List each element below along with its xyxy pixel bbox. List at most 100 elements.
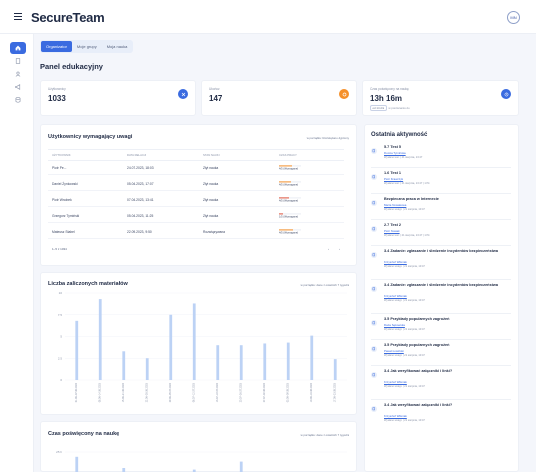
activity-author[interactable]: Piotr Nowak xyxy=(384,229,400,233)
attention-table: UŻYTKOWNIK DATA RELACJI STAN NAUKI CZAS … xyxy=(48,149,344,244)
materials-chart-card: Liczba zaliczonych materiałów w porządku… xyxy=(40,272,357,415)
activity-item[interactable]: 3.5 Przykłady popularnych zagrożeń Paweł … xyxy=(371,343,511,369)
progress-bar xyxy=(279,180,301,183)
learning-status: Złyt nauka xyxy=(203,181,219,186)
megaphone-icon[interactable] xyxy=(10,81,26,93)
activity-title[interactable]: 3.4 Jak weryfikować załączniki i linki? xyxy=(384,369,453,373)
user-name[interactable]: Daniel Żynkowski xyxy=(52,181,78,186)
attention-card: Użytkownicy wymagający uwagi w porządku:… xyxy=(40,124,357,266)
divider xyxy=(371,399,511,400)
document-icon xyxy=(371,346,377,352)
activity-title[interactable]: 3.4 Jak weryfikować załączniki i linki? xyxy=(384,403,453,407)
table-row[interactable]: Grzegorz Tymiński 05.04.2023, 11:25 Złyt n… xyxy=(48,209,344,223)
document-icon xyxy=(371,200,377,206)
stat-value: 1033 xyxy=(48,94,66,103)
tab-my-groups[interactable]: Moje grupy xyxy=(76,44,97,49)
table-row[interactable]: Mateusz Stabel 22.09.2023, 9:50 Rozwiązywa… xyxy=(48,225,344,239)
tab-my-learning[interactable]: Moja nauka xyxy=(106,44,128,49)
user-icon[interactable] xyxy=(10,68,26,80)
recent-activity-title: Ostatnia aktywność xyxy=(371,132,428,138)
table-header: UŻYTKOWNIK DATA RELACJI STAN NAUKI CZAS … xyxy=(48,149,344,161)
x-tick-label: 03.08–09.08.2023 xyxy=(286,382,289,402)
activity-author[interactable]: Piotr Krawczyk xyxy=(384,177,404,181)
activity-title[interactable]: 3.4 Zadanie: zgłaszanie i śledzenie incy… xyxy=(384,283,498,287)
relation-date: 05.04.2023, 11:25 xyxy=(127,213,154,218)
activity-item[interactable]: Bezpieczna praca w Internecie Marta Nowak… xyxy=(371,197,511,223)
relation-date: 07.04.2023, 13:41 xyxy=(127,197,154,202)
period-pill[interactable]: od 14 dni xyxy=(370,105,387,111)
activity-item[interactable]: 5.7 Test 5 Dorota Tymińska Wysłano test: |… xyxy=(371,145,511,171)
relation-date: 24.07.2023, 18:03 xyxy=(127,165,154,170)
chart-title: Liczba zaliczonych materiałów xyxy=(48,281,128,287)
user-name[interactable]: Mateusz Stabel xyxy=(52,229,75,234)
bar xyxy=(239,345,243,380)
table-row[interactable]: Daniel Żynkowski 05.04.2023, 17:07 Złyt na… xyxy=(48,177,344,191)
activity-item[interactable]: 3.4 Zadanie: zgłaszanie i śledzenie incy… xyxy=(371,249,511,283)
user-name[interactable]: Piotr Pe... xyxy=(52,165,67,170)
database-icon[interactable] xyxy=(10,94,26,106)
menu-icon[interactable] xyxy=(14,13,22,20)
materials-bar-chart: 0 2.5 5 7.5 10 01.06–07.06.2023 08.06–14.06.20… xyxy=(58,291,347,402)
activity-title[interactable]: Bezpieczna praca w Internecie xyxy=(384,197,439,201)
next-page-icon[interactable]: › xyxy=(339,247,340,251)
activity-title[interactable]: 5.7 Test 5 xyxy=(384,145,402,149)
col-header[interactable]: DATA RELACJI xyxy=(127,153,147,157)
activity-item[interactable]: 2.7 Test 2 Piotr Nowak Wysłano test: | 21 … xyxy=(371,223,511,249)
activity-author[interactable]: Krzysztof Wiśniak xyxy=(384,294,407,298)
col-header[interactable]: STAN NAUKI xyxy=(203,153,220,157)
activity-title[interactable]: 3.5 Przykłady popularnych zagrożeń xyxy=(384,317,450,321)
recent-activity-card xyxy=(364,124,519,472)
bar xyxy=(286,342,290,380)
activity-author[interactable]: Daria Sękowska xyxy=(384,323,405,327)
divider xyxy=(371,167,511,168)
document-icon[interactable] xyxy=(10,55,26,67)
document-icon xyxy=(371,320,377,326)
activity-item[interactable]: 3.5 Przykłady popularnych zagrożeń Daria … xyxy=(371,317,511,343)
user-name[interactable]: Grzegorz Tymiński xyxy=(52,213,80,218)
activity-title[interactable]: 1.6 Test 1 xyxy=(384,171,402,175)
attention-link[interactable]: w porządku: Rozwiązano dyplomy xyxy=(306,136,349,140)
app-logo[interactable]: SecureTeam xyxy=(31,10,105,25)
col-header[interactable]: UŻYTKOWNIK xyxy=(52,153,71,157)
table-row[interactable]: Piotr Pe... 24.07.2023, 18:03 Złyt nauka 4/… xyxy=(48,161,344,175)
stat-value: 147 xyxy=(209,94,223,103)
activity-title[interactable]: 2.7 Test 2 xyxy=(384,223,402,227)
activity-meta: Wysłano wstęp: | 21 sierpnia, 13:47 xyxy=(384,328,425,331)
chart-range-link[interactable]: w porządku: dane z ostatnich 7 tygodni xyxy=(300,433,349,437)
user-name[interactable]: Piotr Wnobek xyxy=(52,197,72,202)
x-tick-label: 06.07–12.07.2023 xyxy=(192,382,195,402)
divider xyxy=(371,313,511,314)
activity-author[interactable]: Krzysztof Wiśniak xyxy=(384,414,407,418)
activity-title[interactable]: 3.5 Przykłady popularnych zagrożeń xyxy=(384,343,450,347)
activity-author[interactable]: Dorota Tymińska xyxy=(384,151,406,155)
bar xyxy=(122,468,126,472)
progress-label: 4/5 (Wymagane) xyxy=(279,167,299,171)
col-header[interactable]: CZAS PRACY xyxy=(279,153,297,157)
activity-item[interactable]: 3.4 Jak weryfikować załączniki i linki? K… xyxy=(371,403,511,437)
progress-label: 4/5 (Wymagane) xyxy=(279,199,299,203)
activity-meta: Wysłano test: | 21 sierpnia, 13:47 | 1 P… xyxy=(384,234,430,237)
activity-author[interactable]: Krzysztof Wiśniak xyxy=(384,380,407,384)
document-icon xyxy=(371,286,377,292)
bar xyxy=(333,359,337,380)
activity-author[interactable]: Krzysztof Wiśniak xyxy=(384,260,407,264)
activity-author[interactable]: Paweł Łowiński xyxy=(384,349,404,353)
chart-range-link[interactable]: w porządku: dane z ostatnich 7 tygodni xyxy=(300,283,349,287)
user-avatar[interactable]: MN xyxy=(507,11,520,24)
home-icon[interactable] xyxy=(10,42,26,54)
progress-bar xyxy=(279,212,301,215)
divider xyxy=(371,219,511,220)
activity-item[interactable]: 1.6 Test 1 Piotr Krawczyk Wysłano test: | … xyxy=(371,171,511,197)
progress-bar xyxy=(279,228,301,231)
prev-page-icon[interactable]: ‹ xyxy=(328,247,329,251)
stat-card-time: Czas poświęcony na naukę 13h 16m od 14 d… xyxy=(362,80,519,116)
bar xyxy=(169,314,173,380)
tab-organizator[interactable]: Organizator xyxy=(41,41,72,52)
table-row[interactable]: Piotr Wnobek 07.04.2023, 13:41 Złyt nauka 4… xyxy=(48,193,344,207)
progress-fill xyxy=(279,164,293,167)
activity-item[interactable]: 3.4 Zadanie: zgłaszanie i śledzenie incy… xyxy=(371,283,511,317)
activity-title[interactable]: 3.4 Zadanie: zgłaszanie i śledzenie incy… xyxy=(384,249,498,253)
activity-author[interactable]: Marta Nowakowa xyxy=(384,203,407,207)
activity-item[interactable]: 3.4 Jak weryfikować załączniki i linki? K… xyxy=(371,369,511,403)
y-tick-label: 10 xyxy=(59,291,63,295)
